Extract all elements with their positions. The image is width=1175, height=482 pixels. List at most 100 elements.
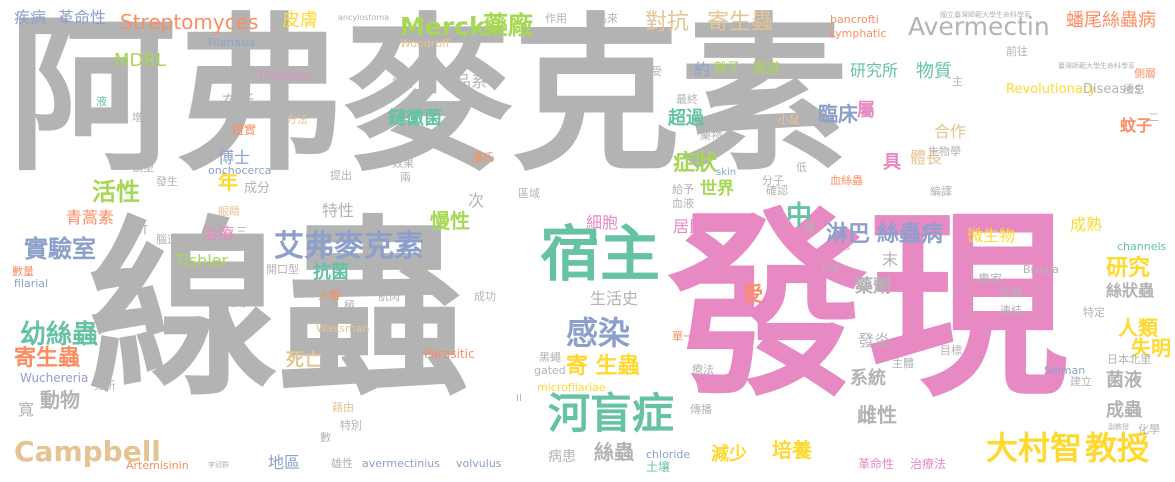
word: 慢性	[430, 209, 470, 233]
word: 分子	[762, 174, 784, 187]
word: 小鼠	[778, 113, 800, 126]
word: 二	[1148, 111, 1159, 124]
word: 約	[694, 60, 711, 79]
word: Lymphatic	[830, 27, 887, 40]
word: gated	[534, 364, 566, 377]
word: 生活史	[590, 289, 639, 308]
word: 發炎	[858, 331, 891, 350]
word: 細胞	[586, 213, 619, 232]
word: 寄生蟲	[14, 346, 81, 371]
word: 革命性	[58, 8, 107, 27]
word: Campbell	[14, 435, 161, 468]
word: microfilariae	[537, 381, 606, 394]
word: 傳播	[690, 403, 712, 416]
word: 區域	[518, 187, 540, 200]
word: 特性	[322, 201, 355, 220]
word: 接受	[640, 65, 662, 78]
word: 河盲症	[548, 389, 675, 438]
word: ancylostoma	[338, 13, 390, 22]
word: 人體	[318, 289, 340, 302]
word: 液	[96, 95, 107, 108]
word: 合作	[934, 122, 967, 141]
word: 系統	[850, 368, 886, 389]
word: 建立	[1070, 375, 1092, 388]
word: skin	[716, 167, 737, 178]
word: 受	[743, 282, 763, 306]
word: 時間	[212, 107, 234, 120]
word: 特定	[1083, 306, 1105, 319]
word: 給予	[672, 183, 694, 196]
word: 世界	[700, 179, 734, 199]
word: volvulus	[456, 457, 502, 470]
word: 幼絲蟲	[20, 320, 99, 350]
word: Therapies	[258, 69, 313, 82]
word: 為期	[224, 296, 246, 309]
word: filarial	[14, 277, 49, 290]
word: 開口型	[266, 263, 299, 276]
word: 腦道	[156, 233, 178, 246]
word: Merck	[400, 12, 486, 41]
word: 發生	[156, 175, 178, 188]
word: 增加	[132, 111, 154, 124]
word: 成功	[474, 290, 496, 303]
word: 存活	[222, 92, 255, 111]
word: 抗菌	[313, 262, 349, 283]
word: 微生物	[967, 226, 1016, 245]
word: 生物學	[928, 145, 961, 158]
word: 雌性	[857, 403, 897, 427]
word: 品系	[455, 72, 488, 91]
word: 體長	[910, 148, 943, 167]
word: II	[516, 393, 522, 404]
word: 通道	[752, 61, 780, 77]
word: 血液	[672, 197, 694, 210]
word: 實驗室	[24, 235, 96, 263]
word: 專家	[978, 272, 1003, 286]
word: 研究所	[850, 61, 899, 80]
word: 數	[320, 431, 331, 444]
word: 物質	[916, 61, 952, 82]
word: 藉由	[332, 401, 354, 414]
word: 側層	[1134, 67, 1156, 80]
word: Waksman	[316, 322, 370, 335]
word: chloride	[646, 448, 691, 461]
word: 僅	[804, 221, 815, 234]
word: 失明	[1131, 336, 1171, 360]
word: 稱作	[600, 61, 622, 74]
word: 國立臺灣師範大學生命科學系	[940, 11, 1031, 19]
word: 活性	[92, 178, 140, 206]
word: MDRL	[114, 50, 166, 71]
word: 成蟲	[1106, 400, 1142, 421]
word: 年	[218, 170, 238, 194]
word: 博士	[218, 148, 251, 167]
word: 治療	[202, 224, 235, 243]
word: 低	[796, 161, 807, 174]
word: 屬	[857, 100, 875, 121]
word: 成分	[244, 181, 271, 196]
word: 兩	[400, 171, 411, 184]
word: 馬來	[596, 12, 618, 25]
word: 皮膚	[282, 10, 318, 31]
word: Avermectin	[908, 12, 1050, 41]
word: 目標	[940, 344, 962, 357]
word: 感染	[566, 314, 631, 352]
word: 蟠尾絲蟲病	[1066, 10, 1156, 31]
word: 肌肉	[378, 290, 400, 303]
word: 宿主	[540, 220, 660, 290]
word: 絲蟲病	[877, 222, 944, 247]
word: 工作	[218, 65, 240, 78]
word: Revolutionary	[1006, 82, 1096, 97]
word: 雄性	[331, 457, 353, 470]
word: avermectinius	[362, 457, 440, 470]
word: 革命性	[858, 457, 895, 471]
word: 影響	[392, 77, 414, 90]
word: 淋巴	[826, 222, 871, 247]
word: 李冠群	[208, 461, 229, 469]
word: Filariasis	[208, 36, 256, 49]
word: channels	[1117, 240, 1167, 253]
word: 主體	[892, 357, 914, 370]
word: 對抗	[645, 10, 690, 35]
word: 臨床	[818, 102, 858, 126]
word: 編譯	[930, 185, 952, 198]
word: 證實	[232, 123, 257, 137]
word: 減少	[711, 444, 747, 465]
